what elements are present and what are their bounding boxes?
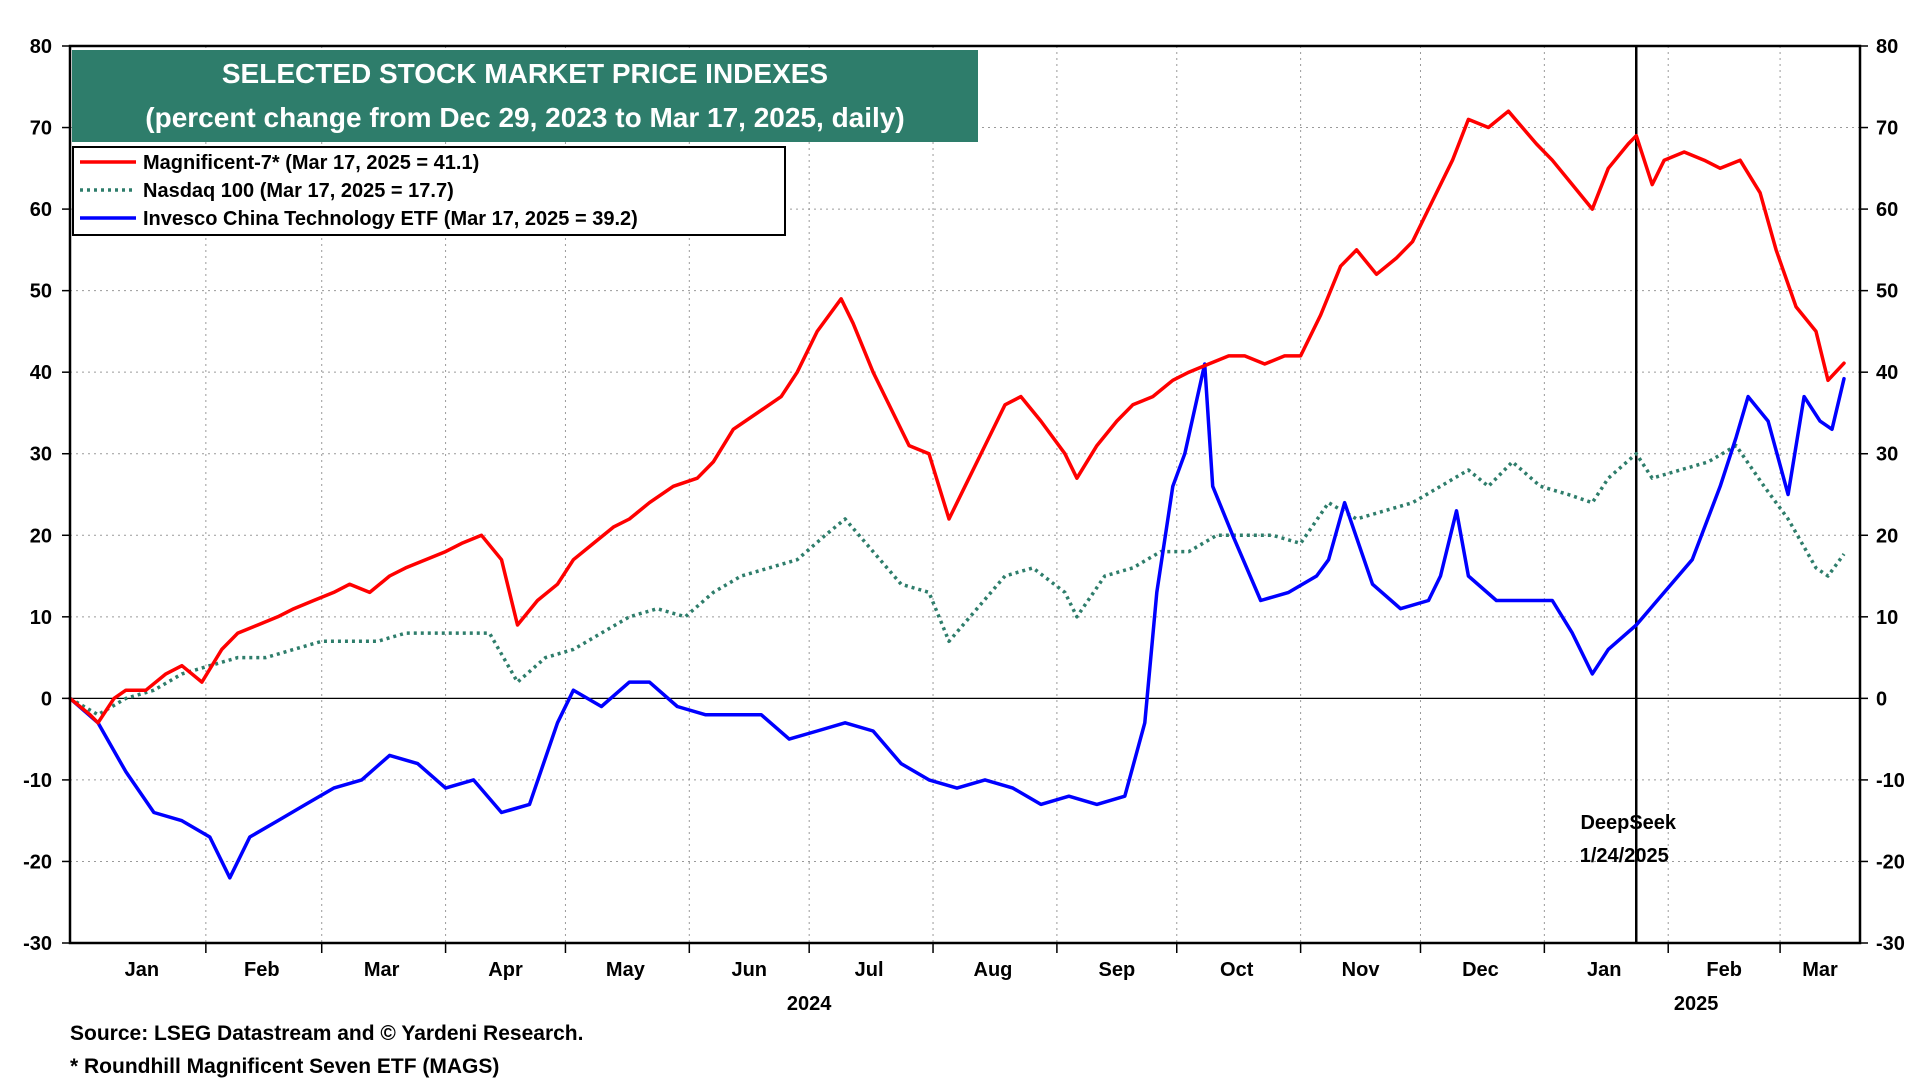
y-tick-label-right: 40: [1876, 362, 1898, 384]
annotation-deepseek: DeepSeek: [1580, 812, 1676, 834]
y-tick-label-left: -30: [23, 933, 52, 955]
y-tick-label-left: -20: [23, 851, 52, 873]
x-tick-label: May: [606, 959, 646, 981]
series-line-magnificent7: [68, 109, 1846, 725]
x-year-label: 2024: [787, 993, 832, 1015]
legend-label-magnificent7: Magnificent-7* (Mar 17, 2025 = 41.1): [143, 152, 479, 174]
x-tick-label: Aug: [974, 959, 1013, 981]
series-line-nasdaq100: [69, 443, 1846, 717]
x-tick-label: Oct: [1220, 959, 1254, 981]
annotation-deepseek-date: 1/24/2025: [1580, 845, 1669, 867]
series-layer: [68, 46, 1846, 943]
title-background: [72, 50, 978, 142]
y-tick-label-right: 30: [1876, 444, 1898, 466]
x-tick-label: Jun: [731, 959, 767, 981]
x-tick-label: Dec: [1462, 959, 1499, 981]
axes: 80 80 70 70 60 60 50 50 40 40 30 30 20 20 10 10 0 0 -10 -10…: [23, 36, 1905, 1015]
legend-label-china-tech: Invesco China Technology ETF (Mar 17, 20…: [143, 208, 638, 230]
x-tick-label: Apr: [488, 959, 523, 981]
y-tick-label-right: 10: [1876, 607, 1898, 629]
x-tick-label: Jan: [1587, 959, 1621, 981]
x-tick-label: Mar: [364, 959, 400, 981]
y-tick-label-left: 30: [30, 444, 52, 466]
chart-title: SELECTED STOCK MARKET PRICE INDEXES: [222, 58, 828, 89]
plot-frame: [68, 44, 1862, 945]
x-tick-label: Nov: [1342, 959, 1381, 981]
y-tick-label-left: 20: [30, 525, 52, 547]
y-tick-label-right: -10: [1876, 770, 1905, 792]
y-tick-label-left: 50: [30, 281, 52, 303]
chart-subtitle: (percent change from Dec 29, 2023 to Mar…: [145, 102, 904, 133]
y-tick-label-right: 20: [1876, 525, 1898, 547]
x-tick-label: Sep: [1098, 959, 1135, 981]
x-tick-label: Jul: [855, 959, 884, 981]
legend: Magnificent-7* (Mar 17, 2025 = 41.1) Nas…: [72, 146, 786, 236]
series-line-china-tech: [68, 362, 1846, 880]
y-tick-label-right: 0: [1876, 688, 1887, 710]
y-tick-label-left: -10: [23, 770, 52, 792]
x-tick-label: Feb: [244, 959, 280, 981]
x-tick-label: Feb: [1706, 959, 1742, 981]
title-box: SELECTED STOCK MARKET PRICE INDEXES (per…: [72, 50, 978, 142]
footer-note: * Roundhill Magnificent Seven ETF (MAGS): [70, 1055, 499, 1078]
legend-box: [72, 146, 786, 236]
y-tick-label-right: -20: [1876, 851, 1905, 873]
y-tick-label-left: 0: [41, 688, 52, 710]
y-tick-label-right: 70: [1876, 118, 1898, 140]
x-year-label: 2025: [1674, 993, 1719, 1015]
y-tick-label-left: 60: [30, 199, 52, 221]
x-tick-label: Jan: [125, 959, 159, 981]
y-tick-label-right: 50: [1876, 281, 1898, 303]
legend-label-nasdaq100: Nasdaq 100 (Mar 17, 2025 = 17.7): [143, 180, 454, 202]
y-tick-label-left: 70: [30, 118, 52, 140]
x-tick-label: Mar: [1802, 959, 1838, 981]
y-tick-label-right: 60: [1876, 199, 1898, 221]
y-tick-label-left: 40: [30, 362, 52, 384]
y-tick-label-left: 10: [30, 607, 52, 629]
y-tick-label-left: 80: [30, 36, 52, 58]
footer-source: Source: LSEG Datastream and © Yardeni Re…: [70, 1022, 583, 1045]
y-tick-label-right: -30: [1876, 933, 1905, 955]
y-tick-label-right: 80: [1876, 36, 1898, 58]
